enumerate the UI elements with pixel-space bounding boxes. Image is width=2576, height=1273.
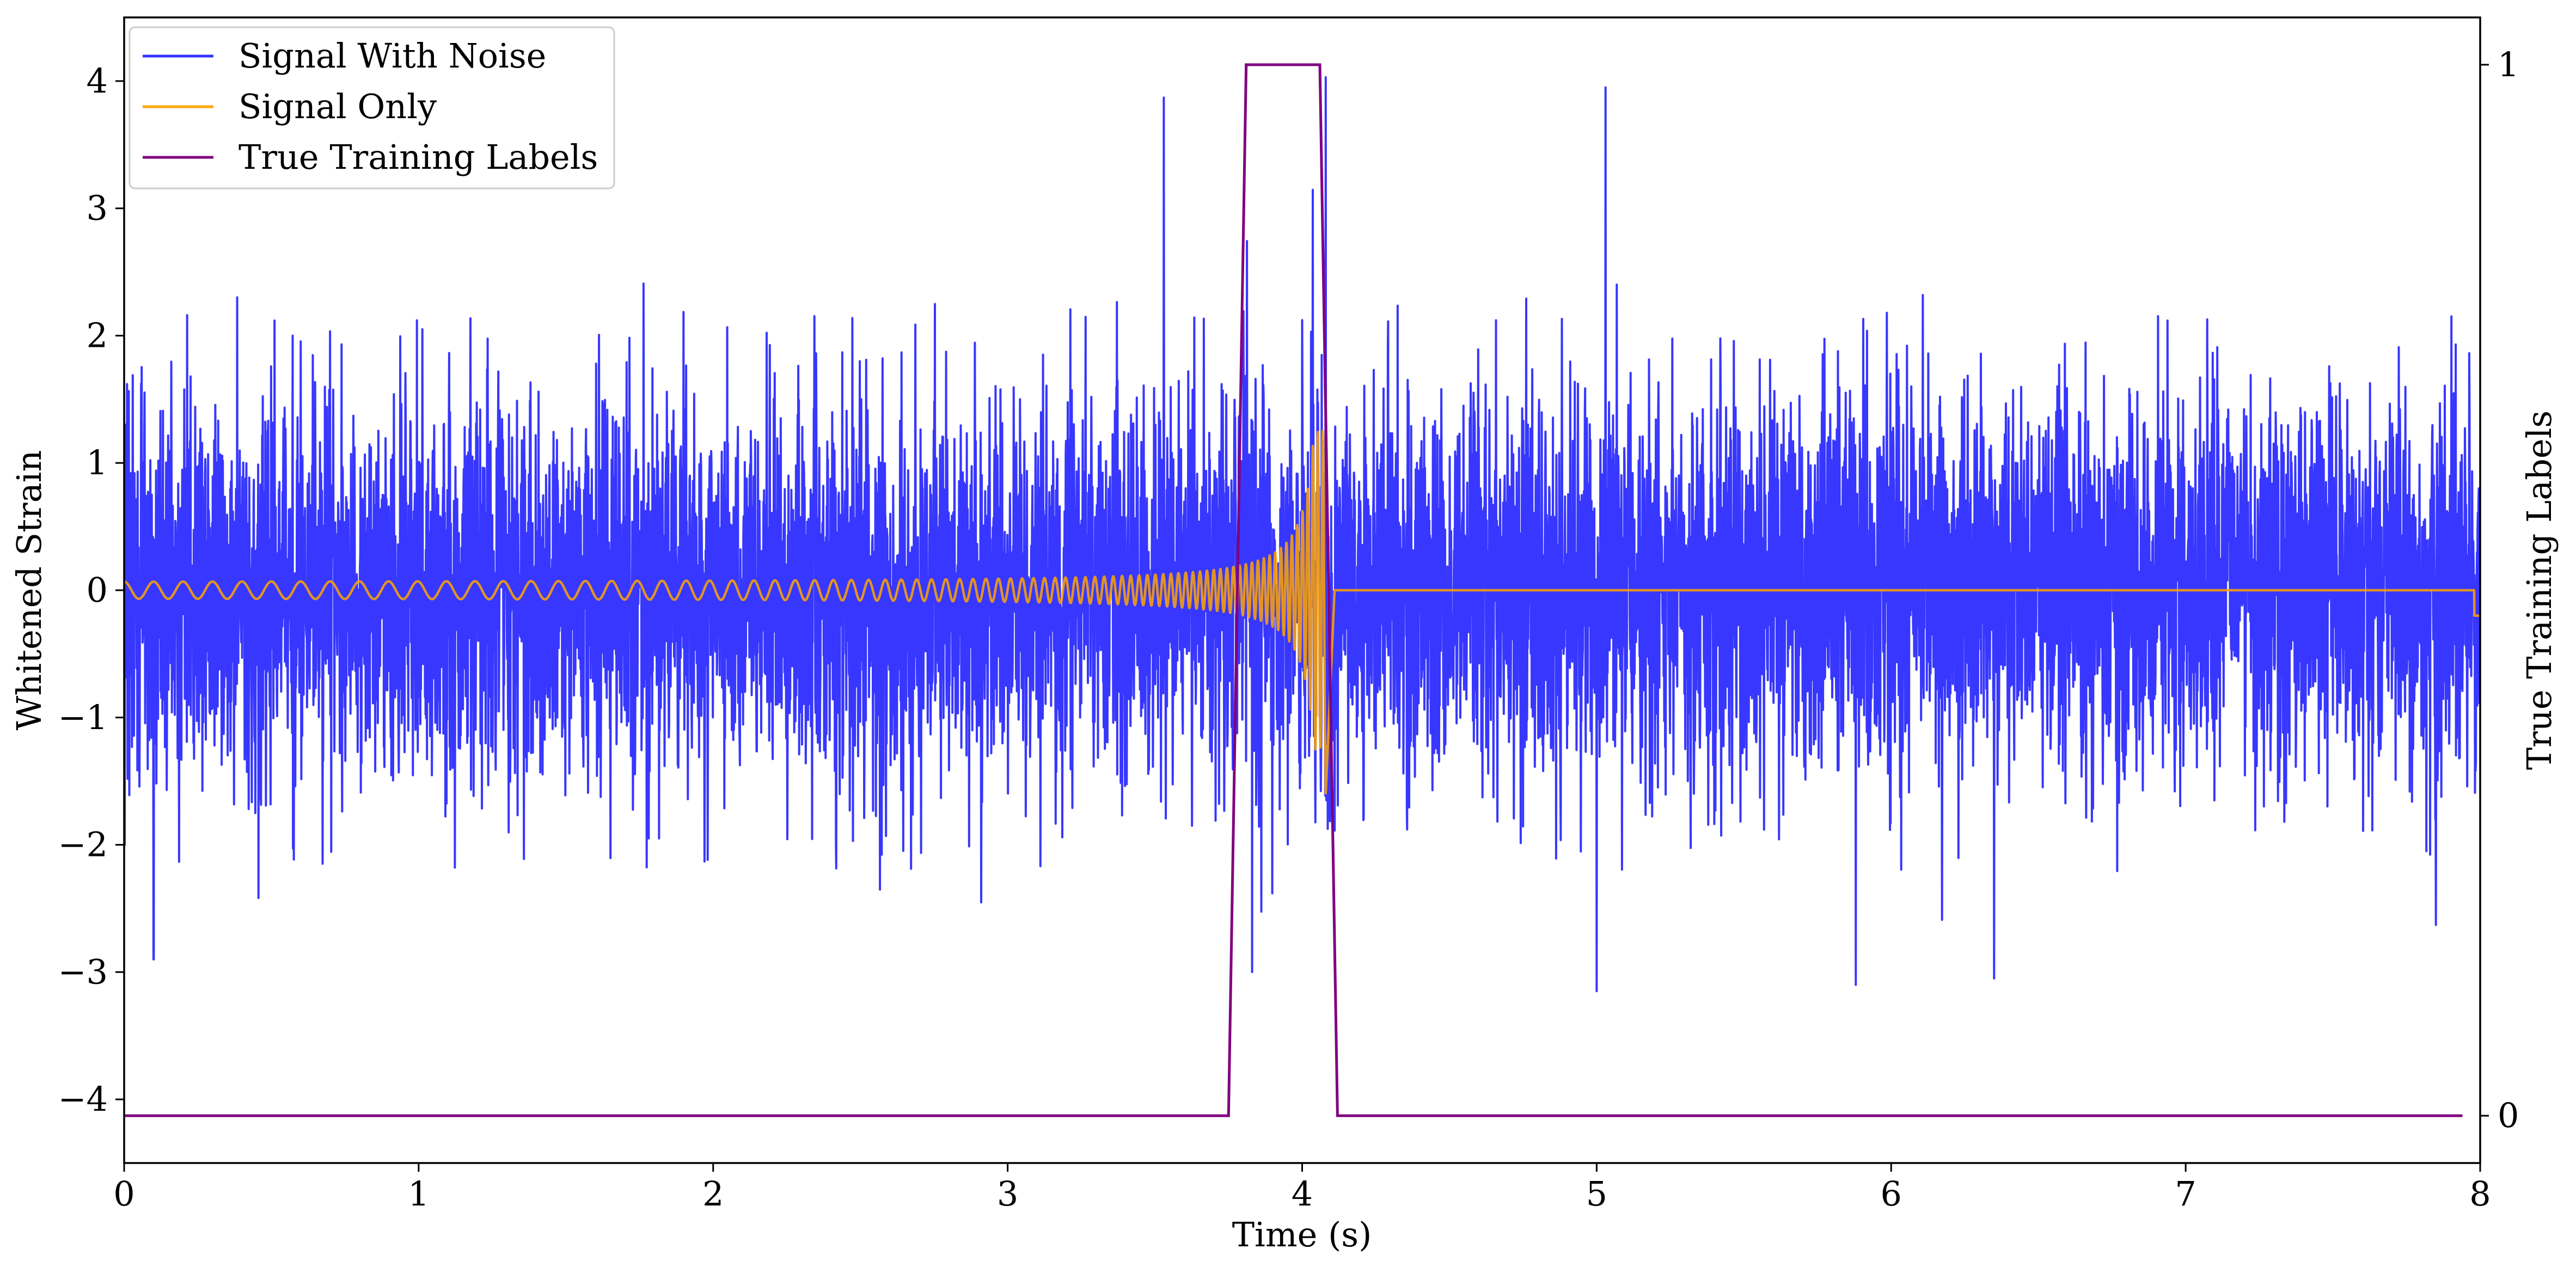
y-tick-label: −2: [58, 825, 108, 865]
x-tick-label: 0: [113, 1174, 134, 1214]
y-tick-label: 0: [87, 570, 108, 610]
x-tick-label: 6: [1881, 1174, 1902, 1214]
y-tick-label: −3: [58, 952, 108, 992]
y2-tick-label: 1: [2498, 45, 2519, 84]
y-tick-label: 2: [87, 315, 108, 355]
series-layer: [124, 63, 2480, 1117]
y-axis-left: −4 −3 −2 −1 0 1 2 3 4: [58, 61, 124, 1119]
x-axis: 0 1 2 3 4 5 6 7 8: [113, 1163, 2491, 1214]
x-tick-label: 8: [2469, 1174, 2491, 1214]
x-tick-label: 3: [997, 1174, 1018, 1214]
signal-with-noise-line: [124, 76, 2480, 993]
legend-label-signal-only: Signal Only: [238, 87, 437, 126]
legend-label-true-training-labels: True Training Labels: [238, 137, 598, 177]
x-tick-label: 7: [2175, 1174, 2196, 1214]
legend-label-signal-with-noise: Signal With Noise: [238, 36, 546, 76]
y-tick-label: 1: [87, 443, 108, 482]
y-tick-label: −1: [58, 697, 108, 737]
y2-axis-title: True Training Labels: [2519, 411, 2559, 770]
y-tick-label: 3: [87, 188, 108, 228]
y-tick-label: −4: [58, 1079, 108, 1119]
x-tick-label: 1: [408, 1174, 429, 1214]
legend: Signal With Noise Signal Only True Train…: [129, 26, 615, 189]
y-axis-right: 01: [2480, 45, 2519, 1135]
signal-only-line: [124, 430, 2480, 795]
y2-tick-label: 0: [2498, 1095, 2519, 1135]
y-tick-label: 4: [87, 61, 108, 101]
x-tick-label: 5: [1586, 1174, 1607, 1214]
x-tick-label: 4: [1292, 1174, 1313, 1214]
y-axis-title: Whitened Strain: [9, 450, 49, 731]
x-axis-title: Time (s): [1232, 1215, 1372, 1254]
true-training-labels-line: [124, 63, 2463, 1117]
x-tick-label: 2: [702, 1174, 724, 1214]
legend-frame: [129, 26, 615, 189]
